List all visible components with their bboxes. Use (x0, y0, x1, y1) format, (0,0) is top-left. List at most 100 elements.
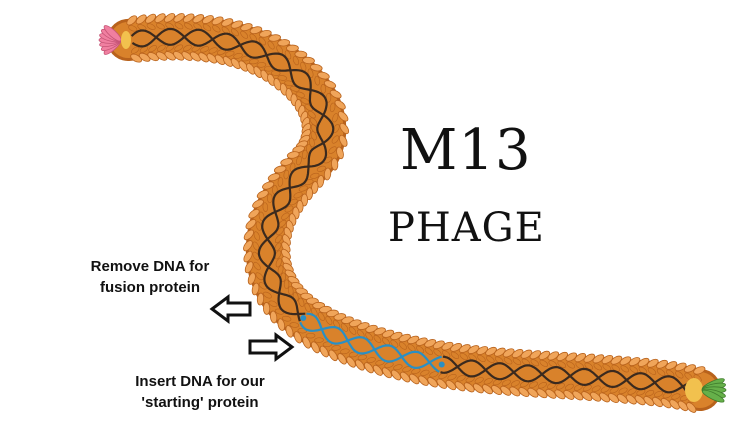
coat-protein-scale (476, 346, 489, 355)
inner-coat-scale (429, 371, 439, 378)
insert-label-line2: 'starting' protein (141, 394, 259, 411)
inner-coat-scale (202, 23, 212, 32)
inner-coat-scale (365, 332, 373, 341)
coat-protein-scale (415, 337, 428, 346)
coat-protein-scale (273, 78, 282, 91)
inner-coat-scale (318, 312, 325, 321)
coat-protein-scale (243, 240, 253, 252)
coat-protein-scale (285, 325, 294, 338)
inner-coat-scale (301, 149, 308, 160)
coat-protein-scale (628, 357, 641, 367)
coat-protein-scale (214, 54, 226, 66)
inner-coat-scale (512, 358, 522, 366)
coat-protein-scale (409, 373, 420, 385)
coat-protein-scale (599, 392, 611, 403)
coat-protein-scale (637, 357, 650, 367)
inner-coat-scale (268, 300, 278, 307)
inner-coat-scale (329, 102, 336, 113)
green-end-proteins (685, 378, 727, 403)
inner-coat-scale (146, 23, 156, 30)
coat-protein-scale (556, 351, 569, 362)
pink-cap-protein (103, 25, 122, 42)
inner-coat-scale (233, 53, 243, 59)
coat-protein-scale (294, 50, 308, 58)
inner-coat-scale (331, 345, 341, 351)
coat-protein-scale (565, 352, 578, 362)
coat-protein-scale (336, 146, 344, 160)
inner-coat-scale (256, 62, 267, 68)
coat-protein-scale (249, 26, 263, 35)
coat-protein-scale (363, 362, 374, 374)
inner-coat-scale (477, 354, 486, 363)
inner-coat-scale (671, 393, 681, 400)
inner-coat-scale (252, 241, 260, 251)
inner-coat-scale (459, 352, 468, 361)
right-cap-base (685, 378, 703, 402)
inner-coat-scale (283, 279, 290, 290)
remove-label-line2: fusion protein (100, 279, 200, 296)
coat-protein-scale (246, 63, 256, 75)
inner-coat-scale (155, 22, 165, 30)
inner-coat-scale (314, 337, 324, 343)
inner-coat-scale (288, 285, 294, 296)
inner-coat-scale (332, 113, 339, 123)
coat-protein-scale (316, 175, 325, 188)
inner-coat-scale (584, 362, 594, 370)
inner-coat-scale (424, 347, 433, 355)
coat-protein-scale (669, 399, 680, 410)
inner-coat-scale (128, 25, 138, 32)
coat-protein-scale (310, 341, 320, 354)
coat-protein-scale (240, 23, 253, 32)
inner-coat-scale (555, 383, 565, 390)
coat-protein-scale (328, 349, 338, 362)
coat-protein-scale (329, 89, 342, 99)
inner-coat-scale (277, 75, 288, 81)
inner-coat-scale (255, 221, 262, 231)
inner-coat-scale (566, 361, 576, 369)
inner-coat-scale (309, 117, 318, 126)
inner-coat-scale (270, 70, 281, 76)
coat-protein-scale (277, 318, 286, 331)
inner-coat-scale (293, 192, 303, 199)
inner-coat-scale (420, 369, 430, 376)
coat-protein-scale (494, 347, 506, 357)
inner-coat-scale (627, 388, 637, 395)
coat-protein-scale (574, 353, 587, 363)
coat-protein-scale (138, 52, 151, 62)
coat-protein-scale (572, 390, 584, 401)
coat-protein-scale (279, 83, 288, 96)
inner-coat-scale (253, 261, 261, 271)
inner-coat-scale (300, 97, 310, 105)
inner-coat-scale (618, 387, 628, 394)
inner-coat-scale (281, 315, 292, 322)
inner-coat-scale (537, 382, 547, 389)
coat-protein-scale (286, 44, 299, 52)
coat-protein-scale (256, 190, 269, 199)
inner-coat-scale (148, 45, 157, 53)
coat-protein-scale (323, 167, 332, 181)
coat-protein-scale (357, 322, 370, 330)
inner-coat-scale (564, 383, 574, 391)
coat-protein-scale (189, 51, 201, 62)
inner-coat-scale (276, 227, 284, 236)
inner-coat-scale (320, 84, 327, 94)
coat-protein-scale (418, 375, 429, 386)
coat-protein-scale (267, 173, 281, 182)
inner-coat-scale (298, 185, 308, 192)
inner-coat-scale (267, 40, 275, 50)
coat-protein-scale (656, 359, 668, 369)
title-phage: PHAGE (388, 205, 545, 251)
inner-coat-scale (474, 377, 484, 384)
coat-protein-scale (500, 385, 512, 396)
inner-coat-scale (373, 335, 382, 343)
pink-end-proteins (98, 25, 131, 55)
coat-protein-scale (331, 157, 339, 171)
coat-protein-scale (145, 13, 157, 24)
coat-protein-scale (135, 14, 147, 25)
coat-protein-scale (309, 63, 323, 72)
coat-protein-scale (339, 134, 348, 147)
coat-protein-scale (554, 389, 566, 400)
inner-coat-scale (305, 332, 316, 339)
coat-protein-scale (230, 58, 241, 70)
coat-protein-scale (536, 388, 548, 399)
